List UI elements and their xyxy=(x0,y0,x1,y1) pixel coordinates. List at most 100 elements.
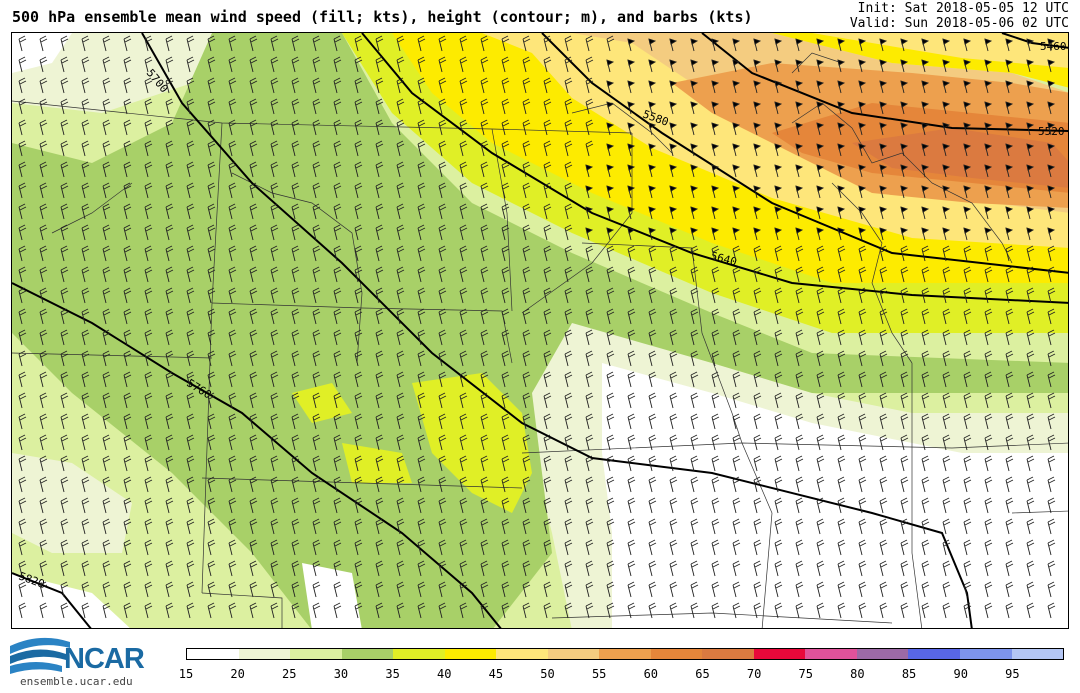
wind-barb xyxy=(795,38,804,52)
wind-barb xyxy=(669,143,678,157)
wind-barb xyxy=(858,206,867,220)
colorbar-segment xyxy=(908,649,960,659)
wind-barb xyxy=(942,266,951,283)
wind-barb xyxy=(627,164,636,178)
wind-barb xyxy=(816,329,825,346)
wind-barb xyxy=(480,413,489,430)
wind-barb xyxy=(690,455,699,472)
contour-label-5520: 5520 xyxy=(1038,125,1065,138)
wind-barb xyxy=(375,518,384,535)
wind-barb xyxy=(648,560,657,577)
wind-barb xyxy=(648,350,657,367)
wind-barb xyxy=(1005,413,1014,430)
colorbar-segment xyxy=(341,649,394,659)
wind-barb xyxy=(984,101,993,115)
wind-barb xyxy=(228,203,237,220)
wind-barb xyxy=(207,224,216,241)
wind-barb xyxy=(165,56,174,73)
wind-barb xyxy=(732,350,741,367)
wind-barb xyxy=(417,539,426,556)
wind-barb xyxy=(690,497,699,514)
wind-barb xyxy=(963,308,972,325)
wind-barb xyxy=(732,329,741,346)
wind-barb xyxy=(438,77,447,94)
wind-barb xyxy=(564,581,573,598)
wind-barb xyxy=(690,602,699,619)
wind-barb xyxy=(186,98,195,115)
wind-barb xyxy=(396,371,405,388)
wind-barb xyxy=(837,266,846,283)
wind-barb xyxy=(207,560,216,577)
wind-barb xyxy=(81,560,90,577)
colorbar-segment xyxy=(702,649,754,659)
wind-barb xyxy=(879,518,888,535)
wind-barb xyxy=(459,245,468,262)
colorbar-tick-label: 55 xyxy=(591,667,607,681)
wind-barb xyxy=(963,206,972,220)
wind-barb xyxy=(963,476,972,493)
wind-barb xyxy=(690,308,699,325)
wind-barb xyxy=(627,560,636,577)
wind-barb xyxy=(60,329,69,346)
wind-barb xyxy=(144,497,153,514)
wind-barb xyxy=(837,413,846,430)
valid-time: Valid: Sun 2018-05-06 02 UTC xyxy=(849,16,1069,31)
wind-barb xyxy=(522,413,531,430)
logo-url[interactable]: ensemble.ucar.edu xyxy=(20,675,133,688)
wind-barb xyxy=(522,266,531,283)
wind-barb xyxy=(81,350,90,367)
wind-barb xyxy=(186,182,195,199)
wind-barb xyxy=(1005,581,1014,598)
wind-barb xyxy=(732,206,741,220)
wind-barb xyxy=(18,329,27,346)
wind-barb xyxy=(606,35,615,52)
wind-barb xyxy=(207,287,216,304)
wind-barb xyxy=(333,308,342,325)
wind-barb xyxy=(732,497,741,514)
wind-barb xyxy=(18,161,27,178)
wind-barb xyxy=(984,287,993,304)
wind-barb xyxy=(543,329,552,346)
wind-barb xyxy=(270,518,279,535)
wind-barb xyxy=(543,140,552,157)
wind-barb xyxy=(501,224,510,241)
wind-barb xyxy=(921,413,930,430)
wind-barb xyxy=(816,455,825,472)
wind-barb xyxy=(18,476,27,493)
wind-barb xyxy=(858,560,867,577)
colorbar-tick-label: 90 xyxy=(953,667,968,681)
wind-barb xyxy=(501,98,510,115)
wind-barb xyxy=(522,434,531,451)
wind-barb xyxy=(963,245,972,262)
wind-barb xyxy=(228,413,237,430)
wind-barb xyxy=(1026,560,1035,577)
wind-barb xyxy=(900,266,909,283)
wind-barb xyxy=(102,182,111,199)
wind-barb xyxy=(564,413,573,430)
wind-barb xyxy=(648,287,657,304)
wind-barb xyxy=(375,371,384,388)
wind-barb xyxy=(60,476,69,493)
wind-barb xyxy=(543,224,552,241)
wind-barb xyxy=(669,581,678,598)
wind-barb xyxy=(837,143,846,157)
wind-barb xyxy=(228,308,237,325)
wind-barb xyxy=(627,350,636,367)
wind-barb xyxy=(984,122,993,136)
wind-barb xyxy=(1005,371,1014,388)
map-panel[interactable]: 5460 5520 5580 5640 5700 5760 5820 xyxy=(11,32,1069,629)
wind-barb xyxy=(144,56,153,73)
wind-barb xyxy=(795,101,804,115)
wind-barb xyxy=(18,182,27,199)
wind-barb xyxy=(354,455,363,472)
wind-barb xyxy=(459,539,468,556)
wind-barb xyxy=(1047,518,1056,535)
wind-barb xyxy=(165,350,174,367)
wind-barb xyxy=(417,350,426,367)
wind-barb xyxy=(312,413,321,430)
wind-barb xyxy=(102,77,111,94)
wind-barb xyxy=(942,245,951,262)
wind-barb xyxy=(39,518,48,535)
wind-barb xyxy=(438,245,447,262)
wind-barb xyxy=(480,497,489,514)
